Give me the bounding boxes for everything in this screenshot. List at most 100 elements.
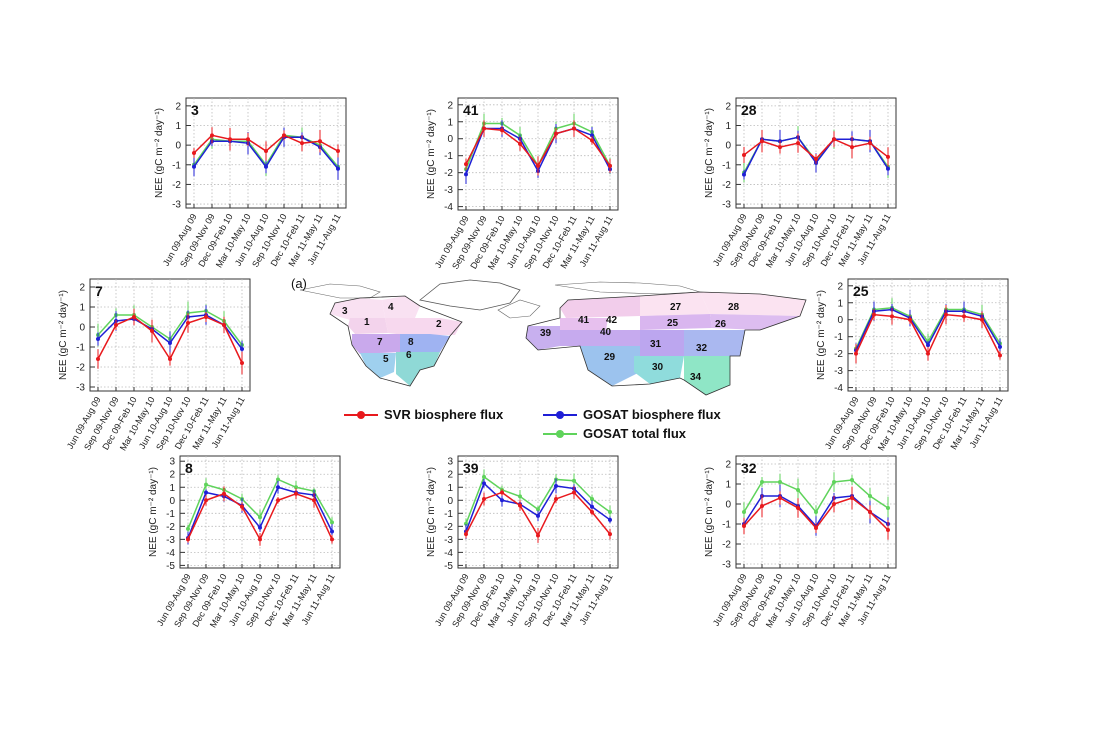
data-point xyxy=(204,498,208,503)
series-svr xyxy=(186,486,334,546)
y-tick-label: -3 xyxy=(444,185,453,196)
region-label-3: 3 xyxy=(342,306,348,317)
region-34 xyxy=(684,356,730,395)
data-point xyxy=(850,478,854,482)
data-point xyxy=(868,141,872,146)
y-tick-label: -4 xyxy=(444,548,453,559)
region-27 xyxy=(640,292,710,316)
region-label-5: 5 xyxy=(383,354,389,365)
arctic-coast-outline xyxy=(554,281,701,295)
data-point xyxy=(96,337,100,341)
region-2 xyxy=(385,318,462,335)
data-point xyxy=(500,128,504,133)
data-point xyxy=(832,502,836,506)
data-point xyxy=(264,149,268,154)
legend-gosat-biosphere-swatch xyxy=(543,409,577,421)
region-label-34: 34 xyxy=(690,372,702,383)
data-point xyxy=(944,312,948,317)
y-tick-label: 0 xyxy=(447,496,453,507)
y-tick-label: -1 xyxy=(444,509,453,520)
plot-frame xyxy=(735,97,897,209)
series-svr xyxy=(854,304,1002,364)
data-point xyxy=(276,477,280,482)
y-tick-label: 0 xyxy=(837,315,843,326)
y-tick-label: 2 xyxy=(79,283,85,294)
data-point xyxy=(282,133,286,138)
y-tick-label: 0 xyxy=(79,323,85,334)
legend-gosat-total: GOSAT total flux xyxy=(543,426,686,441)
data-point xyxy=(980,317,984,322)
y-tick-label: 2 xyxy=(169,470,175,481)
data-point xyxy=(850,145,854,150)
y-tick-label: 0 xyxy=(447,134,453,145)
data-point xyxy=(264,164,268,169)
y-tick-label: -1 xyxy=(76,343,85,354)
data-point xyxy=(258,515,262,520)
data-point xyxy=(814,510,818,514)
region-32 xyxy=(684,330,745,356)
data-point xyxy=(832,137,836,142)
y-tick-label: -4 xyxy=(834,383,843,394)
y-axis-label: NEE (gC m⁻² day⁻¹) xyxy=(704,108,715,198)
data-point xyxy=(464,532,468,537)
data-point xyxy=(482,126,486,131)
data-point xyxy=(204,482,208,487)
y-tick-label: -3 xyxy=(834,366,843,377)
data-point xyxy=(742,172,746,177)
data-point xyxy=(258,537,262,542)
data-point xyxy=(886,154,890,159)
chart-title: 3 xyxy=(191,102,199,118)
data-point xyxy=(276,498,280,503)
data-point xyxy=(536,533,540,538)
data-point xyxy=(210,133,214,138)
data-point xyxy=(778,496,782,500)
legend-gosat-biosphere-label: GOSAT biosphere flux xyxy=(583,407,721,422)
region-41 xyxy=(560,318,608,330)
y-axis-label: NEE (gC m⁻² day⁻¹) xyxy=(704,467,715,557)
map-panel-label: (a) xyxy=(291,276,307,291)
y-tick-label: -2 xyxy=(166,522,175,533)
data-point xyxy=(536,163,540,168)
data-point xyxy=(186,537,190,542)
y-tick-label: 2 xyxy=(725,460,731,471)
data-point xyxy=(500,490,504,495)
region-5 xyxy=(360,353,396,378)
y-axis-label: NEE (gC m⁻² day⁻¹) xyxy=(154,108,165,198)
region-6 xyxy=(396,352,440,386)
data-point xyxy=(872,312,876,317)
region-label-32: 32 xyxy=(696,343,708,354)
y-tick-label: 2 xyxy=(175,101,181,112)
data-point xyxy=(926,343,930,348)
legend-gosat-total-swatch xyxy=(543,428,577,440)
region-28 xyxy=(700,292,806,316)
y-tick-label: -5 xyxy=(444,561,453,572)
data-point xyxy=(318,139,322,144)
data-point xyxy=(240,361,244,365)
data-point xyxy=(168,357,172,361)
y-tick-label: 0 xyxy=(175,141,181,152)
data-point xyxy=(778,145,782,150)
y-axis-label: NEE (gC m⁻² day⁻¹) xyxy=(426,467,437,557)
region-label-28: 28 xyxy=(728,302,740,313)
data-point xyxy=(796,506,800,510)
y-tick-label: -4 xyxy=(166,548,175,559)
data-point xyxy=(536,507,540,512)
data-point xyxy=(500,498,504,503)
data-point xyxy=(168,341,172,345)
region-label-26: 26 xyxy=(715,319,727,330)
data-point xyxy=(926,351,930,356)
data-point xyxy=(590,504,594,509)
y-tick-label: -3 xyxy=(444,535,453,546)
region-25 xyxy=(640,314,712,330)
data-point xyxy=(336,149,340,154)
data-point xyxy=(330,537,334,542)
data-point xyxy=(778,480,782,484)
data-point xyxy=(998,353,1002,358)
data-point xyxy=(204,490,208,495)
